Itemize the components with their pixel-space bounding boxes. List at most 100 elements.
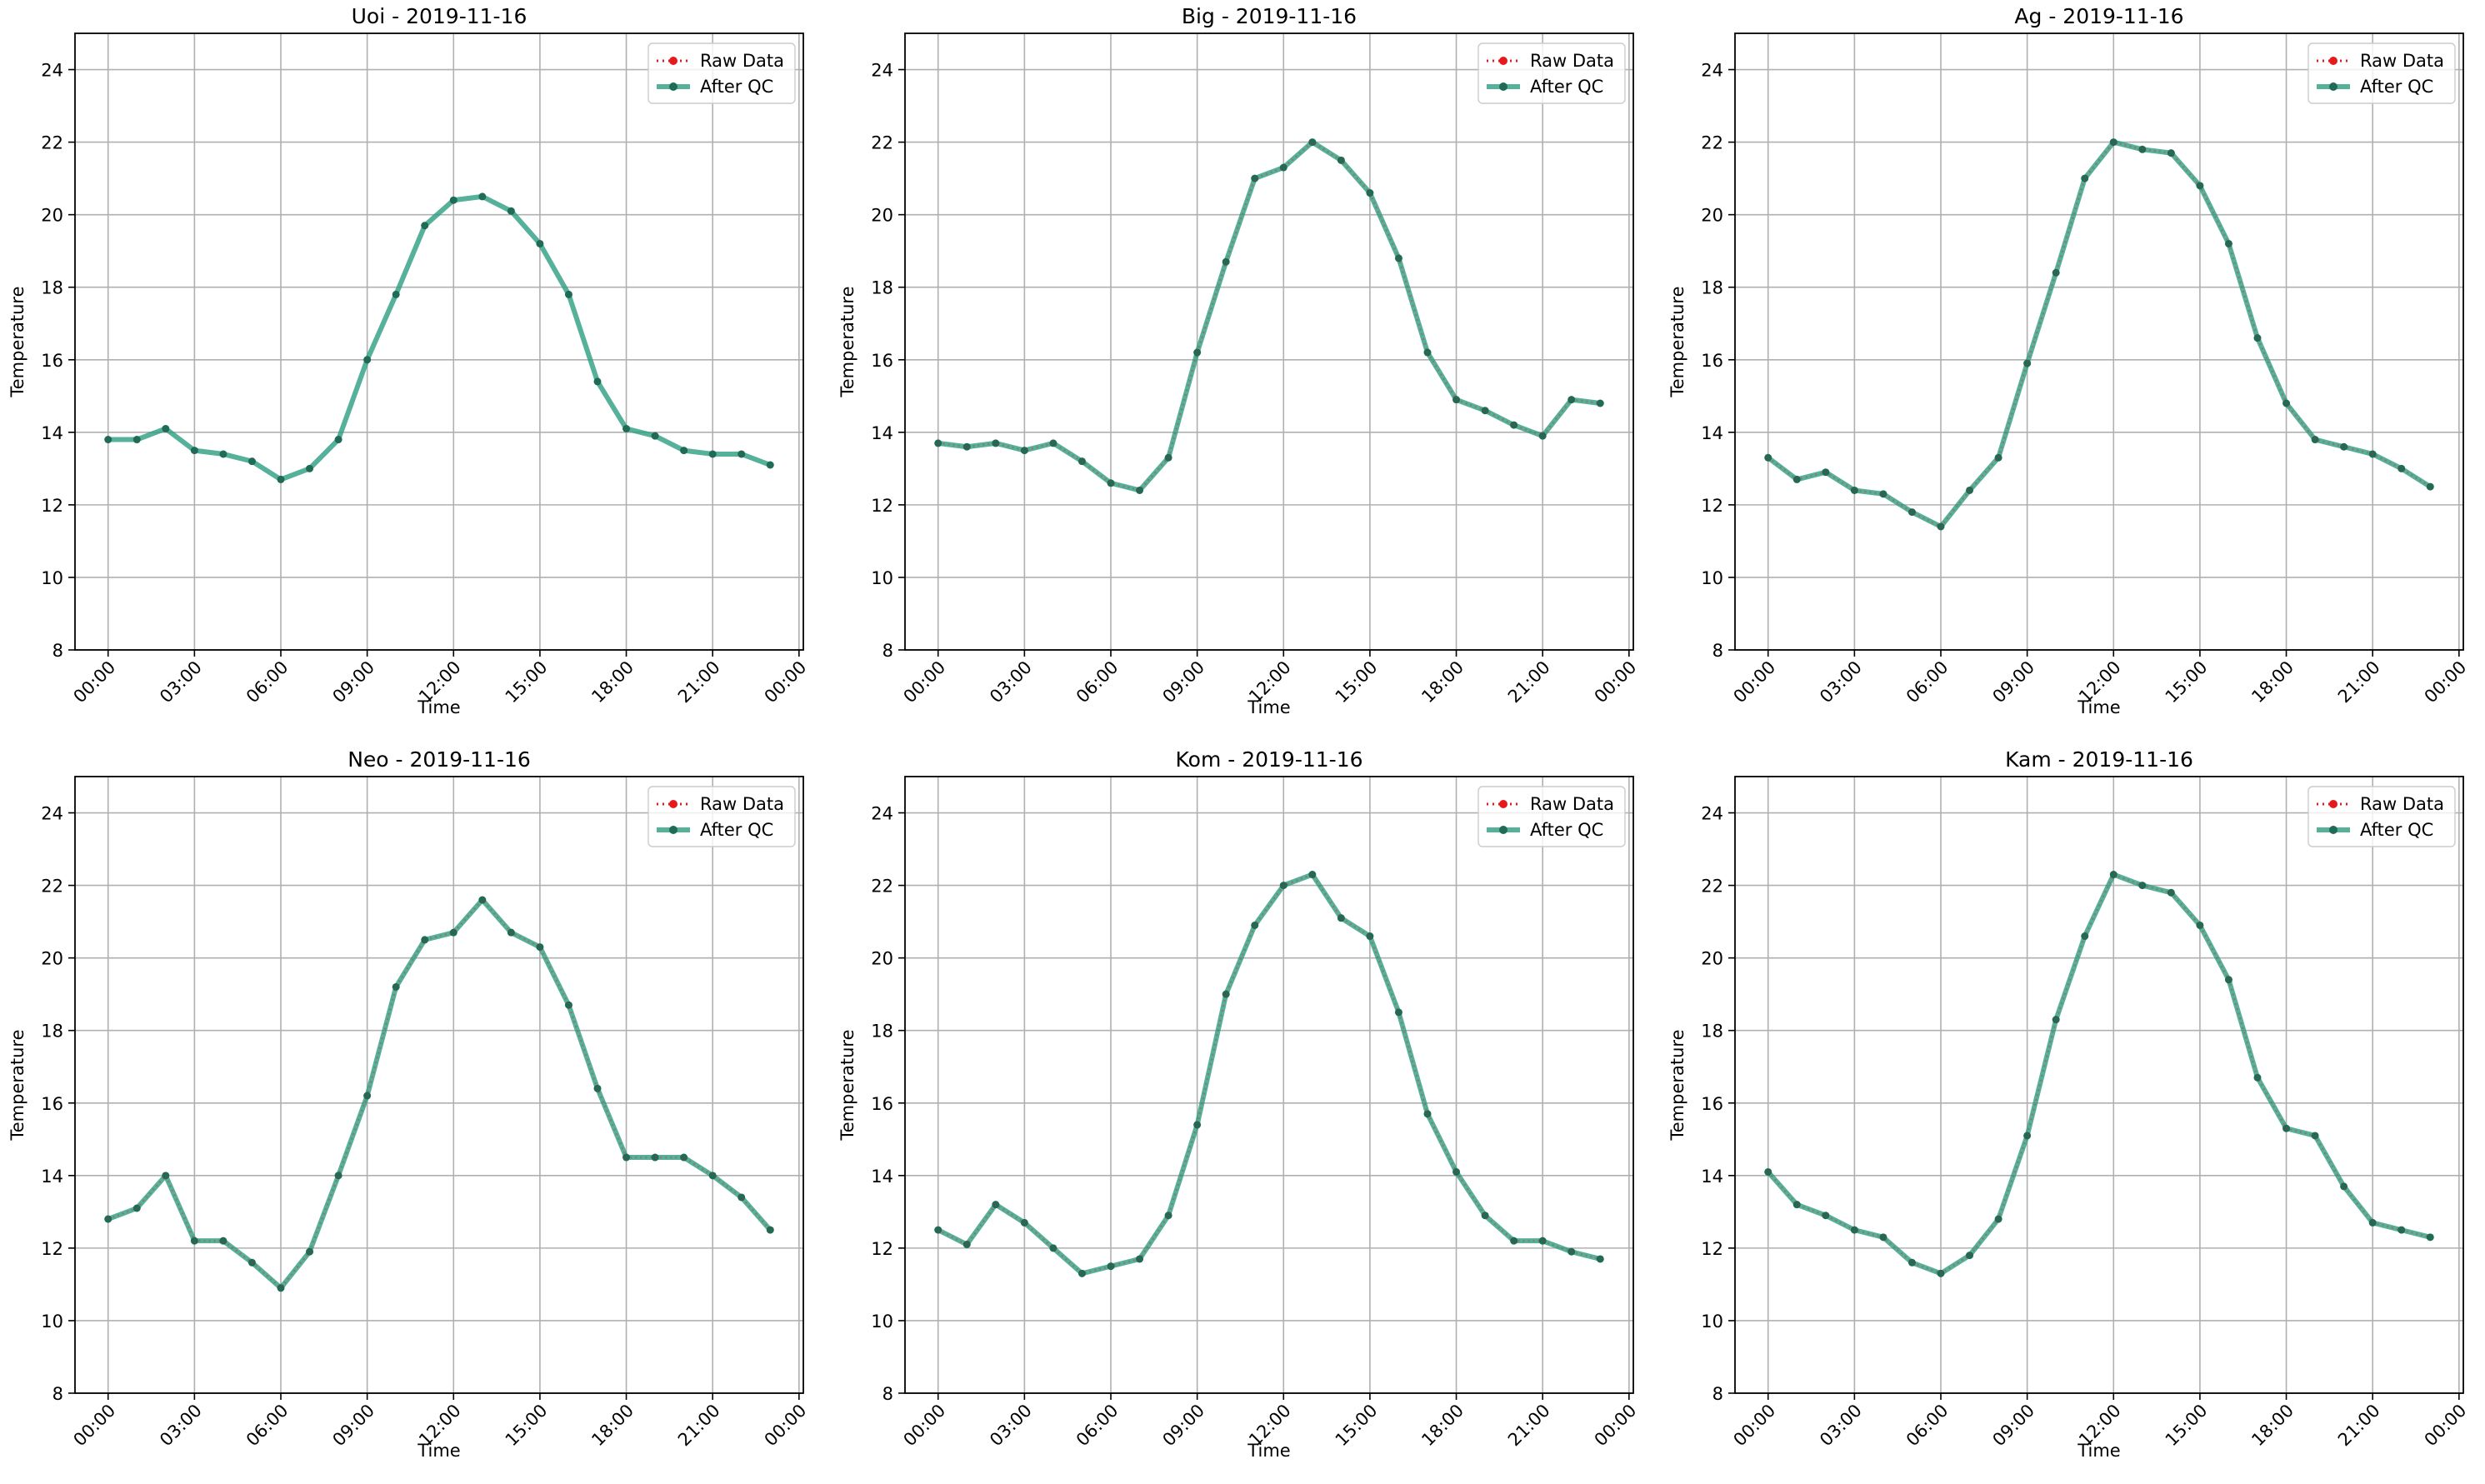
y-tick-label: 10 xyxy=(41,1312,63,1332)
y-tick-label: 24 xyxy=(41,61,63,81)
y-tick-label: 12 xyxy=(1701,1239,1723,1259)
data-point-after-qc xyxy=(2253,1073,2262,1082)
y-tick-label: 20 xyxy=(871,206,893,226)
data-point-after-qc xyxy=(306,1247,314,1256)
x-axis-label: Time xyxy=(417,697,460,717)
y-tick-label: 14 xyxy=(871,423,893,443)
data-point-after-qc xyxy=(2368,1218,2377,1227)
y-tick-label: 20 xyxy=(41,206,63,226)
x-tick-label: 00:00 xyxy=(2421,657,2471,707)
data-point-after-qc xyxy=(962,1241,971,1249)
legend: Raw Data After QC xyxy=(648,42,796,104)
data-point-after-qc xyxy=(1394,1008,1402,1017)
legend: Raw Data After QC xyxy=(1478,42,1626,104)
data-point-after-qc xyxy=(2253,334,2262,342)
data-point-after-qc xyxy=(363,1092,372,1100)
y-tick-label: 8 xyxy=(52,641,63,661)
x-tick-label: 00:00 xyxy=(761,1401,811,1451)
y-tick-label: 12 xyxy=(871,496,893,516)
y-tick-label: 22 xyxy=(41,133,63,153)
y-axis-label: Temperature xyxy=(8,1029,28,1141)
chart-title: Kam - 2019-11-16 xyxy=(2005,747,2193,772)
data-point-after-qc xyxy=(190,447,198,455)
legend-label-raw-data: Raw Data xyxy=(700,794,784,814)
y-tick-label: 22 xyxy=(1701,877,1723,897)
y-tick-label: 16 xyxy=(1701,1094,1723,1114)
data-point-after-qc xyxy=(132,1204,141,1212)
data-point-after-qc xyxy=(2196,182,2204,190)
data-point-after-qc xyxy=(1596,399,1604,407)
data-point-after-qc xyxy=(1193,348,1202,357)
data-point-after-qc xyxy=(2426,482,2434,491)
data-point-after-qc xyxy=(1078,457,1086,466)
legend-marker-after-qc xyxy=(1499,826,1508,834)
data-point-after-qc xyxy=(1049,1244,1058,1252)
data-point-after-qc xyxy=(1423,1110,1432,1118)
y-tick-label: 8 xyxy=(52,1384,63,1404)
y-axis-label: Temperature xyxy=(1668,1029,1688,1141)
data-point-after-qc xyxy=(2109,871,2118,879)
y-tick-label: 18 xyxy=(1701,1022,1723,1042)
data-point-after-qc xyxy=(1764,1167,1772,1176)
data-point-after-qc xyxy=(1107,1262,1115,1271)
data-point-after-qc xyxy=(1764,453,1772,462)
data-point-after-qc xyxy=(507,928,515,937)
x-axis-label: Time xyxy=(417,1441,460,1461)
y-tick-label: 24 xyxy=(1701,804,1723,824)
data-point-after-qc xyxy=(2167,149,2175,157)
plot-frame xyxy=(1734,32,2464,651)
x-tick-label: 03:00 xyxy=(156,1401,206,1451)
data-point-after-qc xyxy=(1308,871,1317,879)
x-tick-label: 00:00 xyxy=(69,1401,119,1451)
data-point-after-qc xyxy=(306,464,314,472)
y-tick-label: 12 xyxy=(1701,496,1723,516)
legend-label-after-qc: After QC xyxy=(1530,820,1603,840)
data-point-after-qc xyxy=(1596,1255,1604,1263)
y-tick-label: 20 xyxy=(1701,206,1723,226)
data-point-after-qc xyxy=(2398,464,2406,472)
series-line-raw-data xyxy=(1767,872,2431,1275)
plot-frame xyxy=(904,32,1634,651)
data-point-after-qc xyxy=(248,457,256,466)
data-point-after-qc xyxy=(2052,1016,2060,1024)
data-point-after-qc xyxy=(1510,421,1518,429)
series-line-after-qc xyxy=(105,897,773,1291)
legend-marker-raw-data xyxy=(669,57,678,65)
data-point-after-qc xyxy=(1049,439,1058,447)
data-point-after-qc xyxy=(104,1215,112,1223)
data-point-after-qc xyxy=(651,432,659,440)
y-tick-label: 22 xyxy=(1701,133,1723,153)
y-tick-label: 10 xyxy=(871,1312,893,1332)
x-tick-label: 06:00 xyxy=(1902,657,1952,707)
x-tick-label: 18:00 xyxy=(1418,1401,1468,1451)
data-point-after-qc xyxy=(1481,1212,1489,1220)
legend-label-after-qc: After QC xyxy=(700,820,773,840)
data-point-after-qc xyxy=(1792,1201,1801,1209)
y-tick-label: 20 xyxy=(41,949,63,969)
y-tick-label: 18 xyxy=(41,278,63,298)
y-tick-label: 8 xyxy=(882,1384,893,1404)
data-point-after-qc xyxy=(104,436,112,444)
x-tick-label: 21:00 xyxy=(2334,657,2384,707)
y-tick-label: 10 xyxy=(1701,1312,1723,1332)
x-tick-label: 21:00 xyxy=(2334,1401,2384,1451)
x-tick-label: 21:00 xyxy=(1504,1401,1554,1451)
data-point-after-qc xyxy=(1481,407,1489,415)
data-point-after-qc xyxy=(1279,163,1288,172)
x-tick-label: 00:00 xyxy=(899,1401,949,1451)
data-point-after-qc xyxy=(449,196,458,204)
x-tick-label: 09:00 xyxy=(328,1401,378,1451)
legend-marker-raw-data xyxy=(1499,57,1508,65)
data-point-after-qc xyxy=(1394,254,1402,262)
y-axis-label: Temperature xyxy=(838,1029,858,1141)
data-point-after-qc xyxy=(1337,156,1345,164)
legend-label-after-qc: After QC xyxy=(1530,77,1603,97)
data-point-after-qc xyxy=(190,1237,198,1245)
y-axis-label: Temperature xyxy=(8,286,28,397)
data-point-after-qc xyxy=(934,1226,942,1234)
legend: Raw Data After QC xyxy=(2308,786,2456,847)
data-point-after-qc xyxy=(421,222,429,230)
x-tick-label: 00:00 xyxy=(69,657,119,707)
